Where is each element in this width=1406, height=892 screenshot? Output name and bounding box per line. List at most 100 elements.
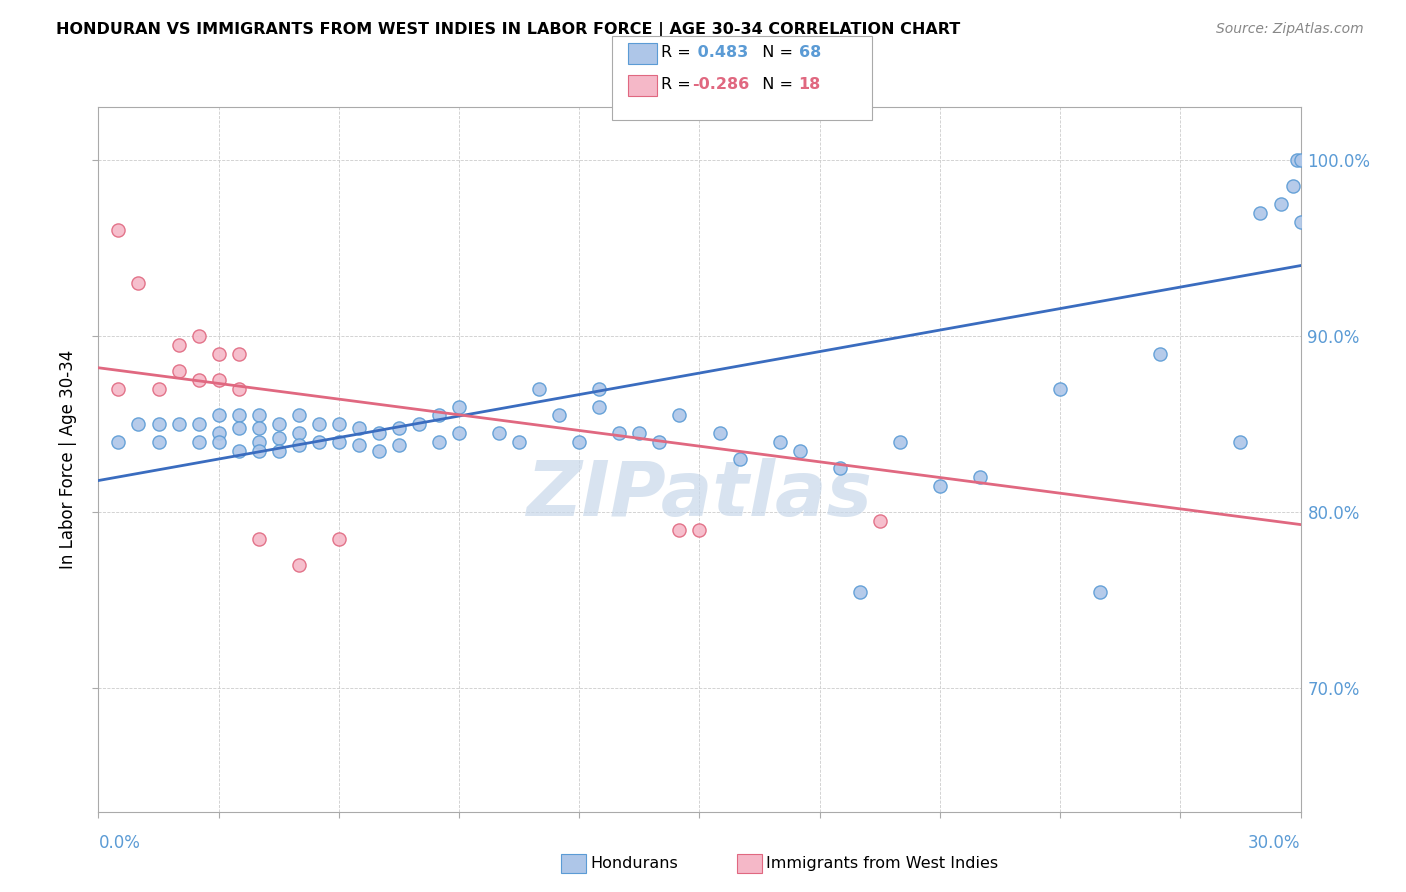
Point: [228, 346, 250, 360]
Point: [347, 438, 370, 452]
Point: [1285, 153, 1308, 167]
Point: [208, 409, 231, 423]
Point: [187, 329, 209, 343]
Text: R =: R =: [661, 45, 696, 60]
Point: [969, 470, 991, 484]
Point: [247, 443, 270, 458]
Point: [368, 443, 391, 458]
Point: [789, 443, 811, 458]
Point: [668, 523, 690, 537]
Point: [288, 409, 311, 423]
Point: [107, 223, 129, 237]
Point: [427, 409, 450, 423]
Point: [267, 417, 290, 431]
Point: [148, 382, 170, 396]
Point: [388, 420, 411, 434]
Point: [148, 434, 170, 449]
Point: [308, 417, 330, 431]
Point: [267, 431, 290, 445]
Y-axis label: In Labor Force | Age 30-34: In Labor Force | Age 30-34: [59, 350, 77, 569]
Point: [548, 409, 571, 423]
Text: 0.483: 0.483: [692, 45, 748, 60]
Point: [128, 417, 150, 431]
Point: [1281, 179, 1303, 194]
Point: [328, 434, 350, 449]
Point: [228, 409, 250, 423]
Point: [148, 417, 170, 431]
Text: 18: 18: [799, 78, 821, 92]
Point: [328, 532, 350, 546]
Point: [247, 409, 270, 423]
Text: Hondurans: Hondurans: [591, 856, 678, 871]
Text: 0.0%: 0.0%: [98, 834, 141, 852]
Text: Immigrants from West Indies: Immigrants from West Indies: [766, 856, 998, 871]
Point: [208, 373, 231, 387]
Point: [388, 438, 411, 452]
Point: [1289, 214, 1312, 228]
Point: [488, 425, 510, 440]
Point: [288, 425, 311, 440]
Point: [1088, 584, 1111, 599]
Point: [728, 452, 751, 467]
Point: [508, 434, 530, 449]
Text: ZIPatlas: ZIPatlas: [526, 458, 873, 532]
Point: [1049, 382, 1071, 396]
Point: [929, 479, 952, 493]
Text: 30.0%: 30.0%: [1249, 834, 1301, 852]
Point: [849, 584, 872, 599]
Point: [869, 514, 891, 528]
Point: [107, 382, 129, 396]
Point: [568, 434, 591, 449]
Point: [1149, 346, 1171, 360]
Point: [1229, 434, 1251, 449]
Point: [228, 420, 250, 434]
Point: [288, 438, 311, 452]
Point: [648, 434, 671, 449]
Text: N =: N =: [752, 78, 799, 92]
Point: [288, 558, 311, 573]
Point: [308, 434, 330, 449]
Point: [167, 338, 190, 352]
Point: [267, 443, 290, 458]
Point: [408, 417, 430, 431]
Point: [668, 409, 690, 423]
Point: [247, 532, 270, 546]
Point: [427, 434, 450, 449]
Point: [828, 461, 851, 475]
Point: [889, 434, 911, 449]
Point: [328, 417, 350, 431]
Point: [709, 425, 731, 440]
Text: -0.286: -0.286: [692, 78, 749, 92]
Point: [167, 364, 190, 378]
Point: [588, 400, 610, 414]
Point: [447, 400, 470, 414]
Point: [128, 276, 150, 290]
Text: Source: ZipAtlas.com: Source: ZipAtlas.com: [1216, 22, 1364, 37]
Point: [689, 523, 711, 537]
Point: [208, 425, 231, 440]
Point: [208, 346, 231, 360]
Point: [1250, 205, 1272, 219]
Text: N =: N =: [752, 45, 799, 60]
Point: [247, 434, 270, 449]
Text: R =: R =: [661, 78, 696, 92]
Point: [228, 382, 250, 396]
Point: [1270, 197, 1292, 211]
Point: [628, 425, 651, 440]
Point: [187, 373, 209, 387]
Text: 68: 68: [799, 45, 821, 60]
Point: [187, 434, 209, 449]
Point: [107, 434, 129, 449]
Point: [228, 443, 250, 458]
Point: [187, 417, 209, 431]
Point: [447, 425, 470, 440]
Text: HONDURAN VS IMMIGRANTS FROM WEST INDIES IN LABOR FORCE | AGE 30-34 CORRELATION C: HONDURAN VS IMMIGRANTS FROM WEST INDIES …: [56, 22, 960, 38]
Point: [769, 434, 792, 449]
Point: [167, 417, 190, 431]
Point: [208, 434, 231, 449]
Point: [347, 420, 370, 434]
Point: [609, 425, 631, 440]
Point: [1289, 153, 1312, 167]
Point: [588, 382, 610, 396]
Point: [529, 382, 551, 396]
